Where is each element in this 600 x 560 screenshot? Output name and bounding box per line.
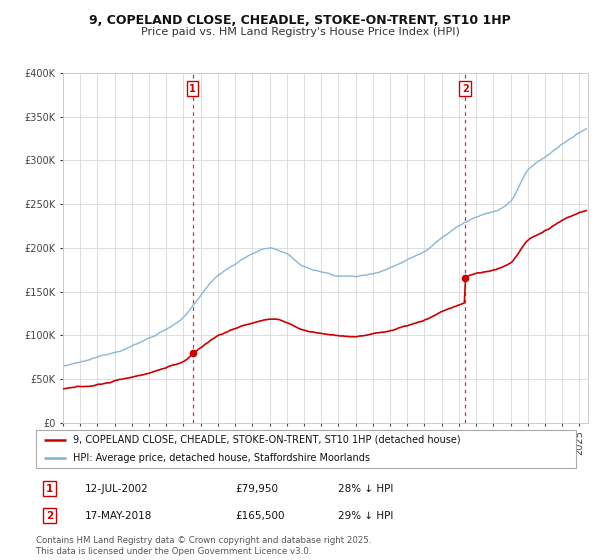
Text: 12-JUL-2002: 12-JUL-2002 bbox=[85, 484, 148, 494]
Text: £165,500: £165,500 bbox=[236, 511, 286, 521]
Text: 9, COPELAND CLOSE, CHEADLE, STOKE-ON-TRENT, ST10 1HP (detached house): 9, COPELAND CLOSE, CHEADLE, STOKE-ON-TRE… bbox=[73, 435, 460, 445]
FancyBboxPatch shape bbox=[36, 430, 576, 468]
Text: 9, COPELAND CLOSE, CHEADLE, STOKE-ON-TRENT, ST10 1HP: 9, COPELAND CLOSE, CHEADLE, STOKE-ON-TRE… bbox=[89, 14, 511, 27]
Text: £79,950: £79,950 bbox=[236, 484, 279, 494]
Text: 17-MAY-2018: 17-MAY-2018 bbox=[85, 511, 152, 521]
Text: 1: 1 bbox=[46, 484, 53, 494]
Text: HPI: Average price, detached house, Staffordshire Moorlands: HPI: Average price, detached house, Staf… bbox=[73, 453, 370, 463]
Text: 28% ↓ HPI: 28% ↓ HPI bbox=[338, 484, 394, 494]
Text: 2: 2 bbox=[46, 511, 53, 521]
Text: Contains HM Land Registry data © Crown copyright and database right 2025.
This d: Contains HM Land Registry data © Crown c… bbox=[36, 536, 371, 556]
Text: Price paid vs. HM Land Registry's House Price Index (HPI): Price paid vs. HM Land Registry's House … bbox=[140, 27, 460, 37]
Text: 2: 2 bbox=[462, 83, 469, 94]
Text: 29% ↓ HPI: 29% ↓ HPI bbox=[338, 511, 394, 521]
Text: 1: 1 bbox=[189, 83, 196, 94]
